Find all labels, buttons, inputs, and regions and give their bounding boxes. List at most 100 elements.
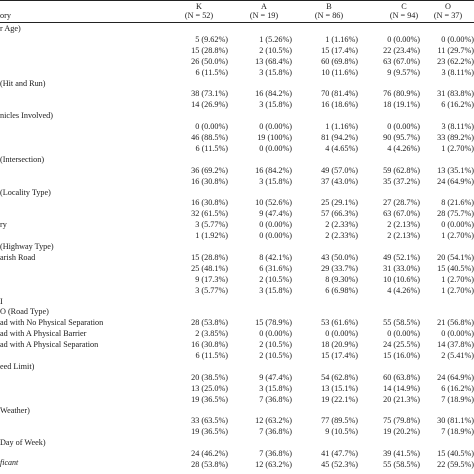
cell-c: 24 (25.5%) — [383, 340, 420, 350]
cell-a: 16 (84.2%) — [255, 89, 292, 99]
cell-a: 13 (68.4%) — [255, 56, 292, 66]
cell-k: 3 (5.77%) — [195, 220, 228, 230]
cell-k: 6 (11.5%) — [195, 351, 228, 360]
cell-a: 0 (0.00%) — [259, 220, 292, 230]
cell-b: 60 (69.8%) — [321, 56, 358, 66]
row-label: ad with A Physical Barrier — [0, 329, 87, 339]
row-label: ad with A Physical Separation — [0, 340, 99, 350]
header-col-o: O (N = 37) — [433, 2, 463, 20]
header-col-b: B (N = 86) — [314, 2, 344, 20]
section-label: Day of Week) — [0, 438, 46, 448]
cell-b: 49 (57.0%) — [321, 165, 358, 175]
cell-b: 81 (94.2%) — [321, 133, 358, 142]
cell-a: 1 (5.26%) — [259, 34, 292, 44]
cell-c: 10 (10.6%) — [383, 274, 420, 284]
cell-c: 27 (28.7%) — [383, 198, 420, 208]
cell-k: 33 (63.5%) — [191, 416, 228, 426]
cell-a: 9 (47.4%) — [259, 372, 292, 382]
cell-k: 16 (30.8%) — [191, 340, 228, 350]
header-col-k: K (N = 52) — [184, 2, 214, 20]
cell-b: 2 (2.33%) — [325, 220, 358, 230]
cell-c: 75 (79.8%) — [383, 416, 420, 426]
cell-b: 13 (15.1%) — [321, 383, 358, 393]
cell-c: 20 (21.3%) — [383, 394, 420, 404]
cell-k: 28 (53.8%) — [191, 460, 228, 469]
cell-c: 2 (2.13%) — [387, 220, 420, 230]
cell-c: 35 (37.2%) — [383, 176, 420, 186]
cell-b: 4 (4.65%) — [325, 143, 358, 153]
row-label: arish Road — [0, 252, 36, 262]
cell-b: 1 (1.16%) — [325, 122, 358, 132]
cell-a: 0 (0.00%) — [259, 231, 292, 241]
cell-k: 13 (25.0%) — [191, 383, 228, 393]
cell-o: 21 (56.8%) — [437, 318, 474, 328]
cell-k: 25 (48.1%) — [191, 263, 228, 273]
cell-c: 0 (0.00%) — [387, 329, 420, 339]
cell-b: 25 (29.1%) — [321, 198, 358, 208]
cell-o: 0 (0.00%) — [441, 220, 474, 230]
cell-b: 43 (50.0%) — [321, 252, 358, 262]
cell-c: 2 (2.13%) — [387, 231, 420, 241]
cell-o: 31 (83.8%) — [437, 89, 474, 99]
cell-o: 28 (75.7%) — [437, 209, 474, 219]
cell-b: 70 (81.4%) — [321, 89, 358, 99]
cell-c: 49 (52.1%) — [383, 252, 420, 262]
cell-a: 7 (36.8%) — [259, 449, 292, 459]
section-label: eed Limit) — [0, 361, 35, 371]
cell-a: 6 (31.6%) — [259, 263, 292, 273]
section-label: O (Road Type) — [0, 307, 49, 317]
cell-o: 7 (18.9%) — [441, 427, 474, 437]
cell-c: 63 (67.0%) — [383, 209, 420, 219]
cell-a: 9 (47.4%) — [259, 209, 292, 219]
cell-b: 19 (22.1%) — [321, 394, 358, 404]
cell-c: 18 (19.1%) — [383, 100, 420, 110]
cell-k: 14 (26.9%) — [191, 100, 228, 110]
cell-b: 1 (1.16%) — [325, 34, 358, 44]
cell-a: 3 (15.8%) — [259, 176, 292, 186]
cell-b: 6 (6.98%) — [325, 285, 358, 295]
cell-o: 6 (16.2%) — [441, 100, 474, 110]
header-col-c: C (N = 94) — [389, 2, 419, 20]
cell-k: 46 (88.5%) — [191, 133, 228, 142]
cell-a: 3 (15.8%) — [259, 285, 292, 295]
header-category: ory — [0, 11, 11, 20]
section-label: I — [0, 296, 3, 306]
cell-a: 7 (36.8%) — [259, 427, 292, 437]
cell-c: 39 (41.5%) — [383, 449, 420, 459]
cell-a: 2 (10.5%) — [259, 45, 292, 55]
cell-b: 15 (17.4%) — [321, 45, 358, 55]
section-label: Weather) — [0, 405, 30, 415]
cell-a: 19 (100%) — [257, 133, 292, 142]
cell-k: 15 (28.8%) — [191, 45, 228, 55]
cell-k: 19 (36.5%) — [191, 394, 228, 404]
cell-k: 19 (36.5%) — [191, 427, 228, 437]
cell-a: 2 (10.5%) — [259, 274, 292, 284]
cell-o: 7 (18.9%) — [441, 394, 474, 404]
cell-b: 2 (2.33%) — [325, 231, 358, 241]
cell-c: 4 (4.26%) — [387, 285, 420, 295]
section-label: (Intersection) — [0, 154, 45, 164]
cell-k: 16 (30.8%) — [191, 198, 228, 208]
cell-a: 12 (63.2%) — [255, 416, 292, 426]
cell-a: 8 (42.1%) — [259, 252, 292, 262]
cell-c: 22 (23.4%) — [383, 45, 420, 55]
cell-a: 15 (78.9%) — [255, 318, 292, 328]
cell-a: 12 (63.2%) — [255, 460, 292, 469]
cell-k: 36 (69.2%) — [191, 165, 228, 175]
cell-o: 15 (40.5%) — [437, 263, 474, 273]
cell-o: 2 (5.41%) — [441, 351, 474, 360]
cell-b: 8 (9.30%) — [325, 274, 358, 284]
cell-c: 9 (9.57%) — [387, 67, 420, 77]
cell-k: 38 (73.1%) — [191, 89, 228, 99]
cell-o: 20 (54.1%) — [437, 252, 474, 262]
section-label: (Hit and Run) — [0, 78, 46, 88]
cell-k: 20 (38.5%) — [191, 372, 228, 382]
header-col-a: A (N = 19) — [249, 2, 279, 20]
section-label: nicles Involved) — [0, 111, 53, 121]
cell-c: 31 (33.0%) — [383, 263, 420, 273]
cell-o: 24 (64.9%) — [437, 176, 474, 186]
cell-k: 6 (11.5%) — [195, 143, 228, 153]
cell-c: 0 (0.00%) — [387, 122, 420, 132]
cell-o: 14 (37.8%) — [437, 340, 474, 350]
cell-k: 0 (0.00%) — [195, 122, 228, 132]
